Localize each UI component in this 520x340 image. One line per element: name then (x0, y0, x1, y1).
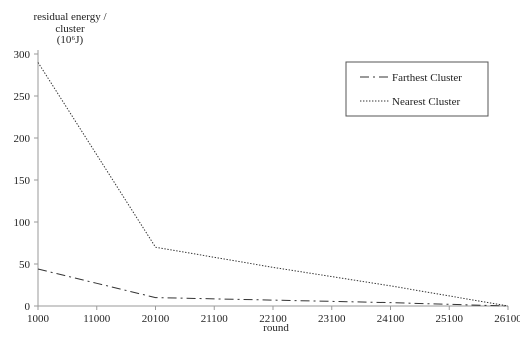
x-tick-label: 11000 (83, 313, 111, 325)
series-line-farthest-cluster (37, 268, 509, 307)
y-axis-title-line-3: (10⁶J) (56, 34, 84, 46)
legend-box (345, 61, 489, 117)
x-axis-ticks: 1000 11000 20100 21100 22100 23100 24100 25100 2… (27, 306, 520, 325)
y-tick-label: 300 (14, 49, 31, 61)
y-tick-label: 50 (19, 259, 31, 271)
y-tick-label: 150 (14, 175, 31, 187)
x-tick-label: 21100 (201, 313, 229, 325)
legend-label: Farthest Cluster (392, 72, 462, 84)
x-tick-label: 25100 (436, 313, 464, 325)
y-axis-title-line-2: cluster (55, 23, 85, 35)
legend-label: Nearest Cluster (392, 96, 460, 108)
x-tick-label: 22100 (259, 313, 287, 325)
y-axis-ticks: 0 50 100 150 200 250 300 (14, 49, 38, 313)
x-tick-label: 24100 (377, 313, 405, 325)
x-axis-title: round (263, 322, 289, 334)
y-tick-label: 100 (14, 217, 31, 229)
y-tick-label: 0 (25, 301, 31, 313)
y-tick-label: 250 (14, 91, 31, 103)
y-tick-label: 200 (14, 133, 31, 145)
x-tick-label: 20100 (142, 313, 170, 325)
y-axis-title-line-1: residual energy / (33, 11, 107, 23)
series-lines (37, 62, 509, 307)
x-tick-label: 26100 (494, 313, 520, 325)
x-tick-label: 1000 (27, 313, 50, 325)
x-tick-label: 23100 (318, 313, 346, 325)
legend: Farthest Cluster Nearest Cluster (345, 61, 489, 117)
